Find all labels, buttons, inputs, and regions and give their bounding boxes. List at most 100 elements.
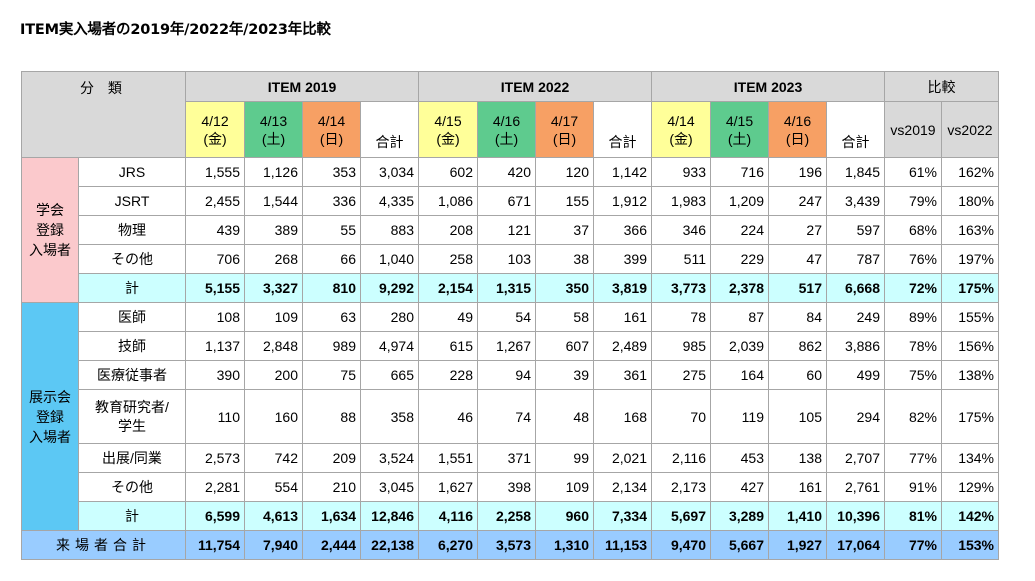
- value-cell: 366: [593, 215, 652, 245]
- value-cell: 1,315: [477, 273, 536, 303]
- date-label: 4/16: [783, 112, 812, 129]
- date-header: 4/14 (日): [302, 101, 361, 158]
- vs2019-header: vs2019: [884, 101, 942, 158]
- value-cell: 597: [826, 215, 885, 245]
- value-cell: 72%: [884, 273, 942, 303]
- value-cell: 75: [302, 360, 361, 390]
- subtotal-row: 計 5,155 3,327 810 9,292 2,154 1,315 350 3,819 3,7…: [22, 273, 999, 303]
- value-cell: 81%: [884, 501, 942, 531]
- value-cell: 99: [535, 443, 594, 473]
- subtotal-row: 計 6,599 4,613 1,634 12,846 4,116 2,258 960 7,334…: [22, 501, 999, 531]
- table-row: 教育研究者/学生 110 160 88 358 46 74 48 168 70 119 105 294 8…: [22, 389, 999, 444]
- category-label: 教育研究者/学生: [78, 389, 186, 444]
- page-title: ITEM実入場者の2019年/2022年/2023年比較: [20, 22, 331, 38]
- value-cell: 9,470: [651, 530, 711, 560]
- category-label: 出展/同業: [78, 443, 186, 473]
- value-cell: 439: [185, 215, 245, 245]
- value-cell: 399: [593, 244, 652, 274]
- value-cell: 1,209: [710, 186, 769, 216]
- value-cell: 985: [651, 331, 711, 361]
- value-cell: 163%: [941, 215, 999, 245]
- value-cell: 70: [651, 389, 711, 444]
- value-cell: 1,040: [360, 244, 419, 274]
- weekday-label: (金): [203, 130, 227, 147]
- category-label: JRS: [78, 157, 186, 187]
- value-cell: 75%: [884, 360, 942, 390]
- value-cell: 155: [535, 186, 594, 216]
- value-cell: 77%: [884, 530, 942, 560]
- value-cell: 160: [244, 389, 303, 444]
- value-cell: 6,599: [185, 501, 245, 531]
- value-cell: 517: [768, 273, 827, 303]
- weekday-label: (日): [552, 130, 577, 147]
- value-cell: 554: [244, 472, 303, 502]
- value-cell: 74: [477, 389, 536, 444]
- value-cell: 665: [360, 360, 419, 390]
- value-cell: 389: [244, 215, 303, 245]
- date-header: 4/16 (日): [768, 101, 827, 158]
- value-cell: 390: [185, 360, 245, 390]
- value-cell: 3,819: [593, 273, 652, 303]
- weekday-label: (土): [727, 130, 752, 147]
- value-cell: 615: [418, 331, 478, 361]
- value-cell: 2,455: [185, 186, 245, 216]
- value-cell: 3,773: [651, 273, 711, 303]
- value-cell: 119: [710, 389, 769, 444]
- value-cell: 58: [535, 302, 594, 332]
- value-cell: 883: [360, 215, 419, 245]
- value-cell: 453: [710, 443, 769, 473]
- grand-total-row: 来場者合計 11,754 7,940 2,444 22,138 6,270 3,573 1,3…: [21, 530, 999, 560]
- value-cell: 10,396: [826, 501, 885, 531]
- value-cell: 17,064: [826, 530, 885, 560]
- value-cell: 200: [244, 360, 303, 390]
- value-cell: 197%: [941, 244, 999, 274]
- weekday-label: (金): [436, 130, 460, 147]
- value-cell: 175%: [941, 273, 999, 303]
- value-cell: 1,544: [244, 186, 303, 216]
- group-header-compare: 比較: [884, 71, 999, 102]
- table-row: 物理 439 389 55 883 208 121 37 366 346 224 27 597 68% 16…: [22, 215, 999, 245]
- table-row: その他 706 268 66 1,040 258 103 38 399 511 229 47 787 76…: [22, 244, 999, 274]
- value-cell: 247: [768, 186, 827, 216]
- value-cell: 209: [302, 443, 361, 473]
- value-cell: 6,270: [418, 530, 478, 560]
- value-cell: 862: [768, 331, 827, 361]
- value-cell: 77%: [884, 443, 942, 473]
- date-label: 4/14: [667, 112, 695, 129]
- value-cell: 210: [302, 472, 361, 502]
- value-cell: 1,927: [768, 530, 827, 560]
- value-cell: 22,138: [360, 530, 419, 560]
- value-cell: 275: [651, 360, 711, 390]
- value-cell: 11,754: [185, 530, 245, 560]
- value-cell: 1,142: [593, 157, 652, 187]
- value-cell: 156%: [941, 331, 999, 361]
- subtotal-label: 計: [78, 501, 186, 531]
- value-cell: 1,983: [651, 186, 711, 216]
- value-cell: 1,627: [418, 472, 478, 502]
- value-cell: 742: [244, 443, 303, 473]
- value-cell: 7,334: [593, 501, 652, 531]
- date-header: 4/14 (金): [651, 101, 711, 158]
- value-cell: 180%: [941, 186, 999, 216]
- value-cell: 63: [302, 302, 361, 332]
- value-cell: 38: [535, 244, 594, 274]
- table-row: 学会 登録 入場者 JRS 1,555 1,126 353 3,034 602 420 120 1,1…: [21, 157, 999, 303]
- value-cell: 2,039: [710, 331, 769, 361]
- value-cell: 91%: [884, 472, 942, 502]
- value-cell: 76%: [884, 244, 942, 274]
- value-cell: 361: [593, 360, 652, 390]
- value-cell: 161: [768, 472, 827, 502]
- table-row: その他 2,281 554 210 3,045 1,627 398 109 2,134 2,173…: [22, 472, 999, 502]
- category-label: 医師: [78, 302, 186, 332]
- value-cell: 353: [302, 157, 361, 187]
- group-label: 展示会 登録 入場者: [21, 302, 79, 531]
- value-cell: 2,134: [593, 472, 652, 502]
- value-cell: 4,116: [418, 501, 478, 531]
- value-cell: 87: [710, 302, 769, 332]
- weekday-label: (日): [319, 130, 344, 147]
- value-cell: 3,886: [826, 331, 885, 361]
- value-cell: 1,555: [185, 157, 245, 187]
- sum-header: 合計: [360, 101, 419, 158]
- value-cell: 249: [826, 302, 885, 332]
- value-cell: 1,137: [185, 331, 245, 361]
